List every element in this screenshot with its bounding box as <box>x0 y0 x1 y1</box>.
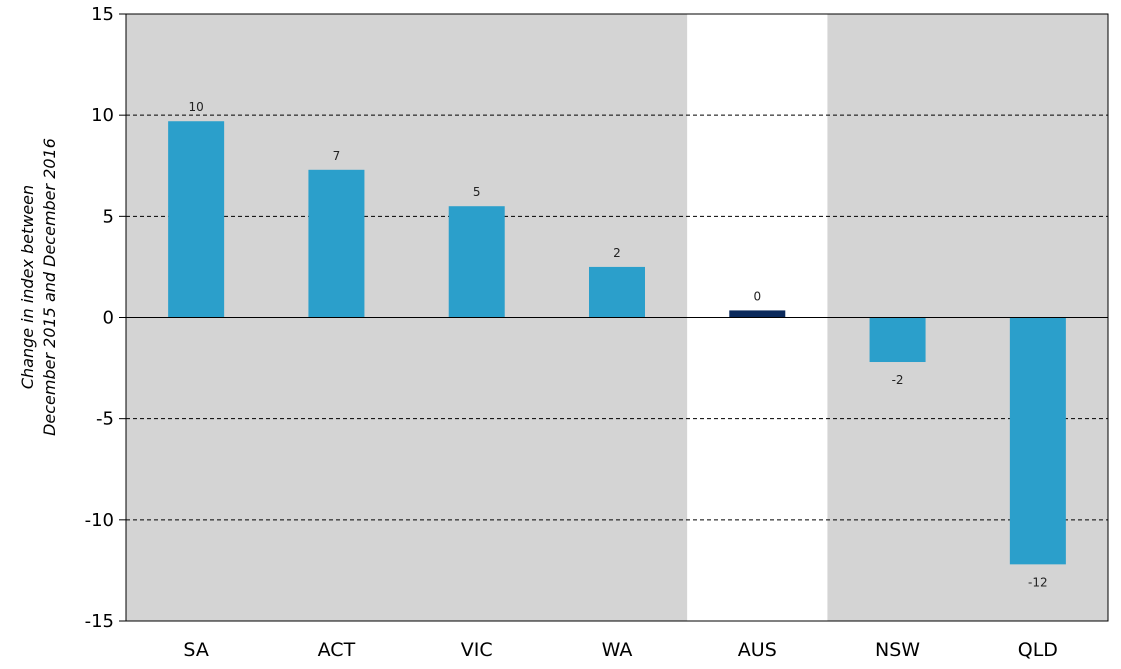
data-labels: 10 7 5 2 0 -2 -12 <box>189 100 1048 589</box>
x-category-labels: SA ACT VIC WA AUS NSW QLD <box>183 639 1058 661</box>
bar-act <box>308 169 365 318</box>
bar-qld <box>1009 317 1066 565</box>
bar-sa <box>168 121 225 318</box>
category-label-act: ACT <box>318 639 356 661</box>
y-tick-label: -10 <box>85 510 114 531</box>
y-axis-label-line-2: December 2015 and December 2016 <box>40 138 59 436</box>
bar-nsw <box>869 317 926 363</box>
category-label-sa: SA <box>183 639 208 661</box>
data-label-act: 7 <box>333 149 341 163</box>
y-axis-label-line-1: Change in index between <box>18 185 37 389</box>
y-tick-label: -5 <box>96 409 114 430</box>
category-label-vic: VIC <box>461 639 493 661</box>
data-label-qld: -12 <box>1028 575 1048 589</box>
bar-vic <box>448 206 505 318</box>
data-label-vic: 5 <box>473 185 481 199</box>
data-label-aus: 0 <box>753 289 761 303</box>
category-label-nsw: NSW <box>875 639 920 661</box>
data-label-sa: 10 <box>189 100 204 114</box>
bars <box>168 121 1066 565</box>
y-tick-label: -15 <box>85 611 114 632</box>
data-label-nsw: -2 <box>892 373 904 387</box>
category-label-aus: AUS <box>738 639 777 661</box>
category-label-wa: WA <box>602 639 633 661</box>
y-tick-labels: 15 10 5 0 -5 -10 -15 <box>85 4 114 632</box>
y-tick-label: 5 <box>103 206 114 227</box>
bar-aus <box>729 310 786 318</box>
y-tick-label: 15 <box>91 4 114 25</box>
y-tick-label: 10 <box>91 105 114 126</box>
bar-wa <box>589 266 645 318</box>
data-label-wa: 2 <box>613 246 621 260</box>
y-tick-label: 0 <box>103 308 114 329</box>
category-label-qld: QLD <box>1018 639 1058 661</box>
axes <box>119 13 1109 622</box>
gridlines <box>126 114 1108 521</box>
